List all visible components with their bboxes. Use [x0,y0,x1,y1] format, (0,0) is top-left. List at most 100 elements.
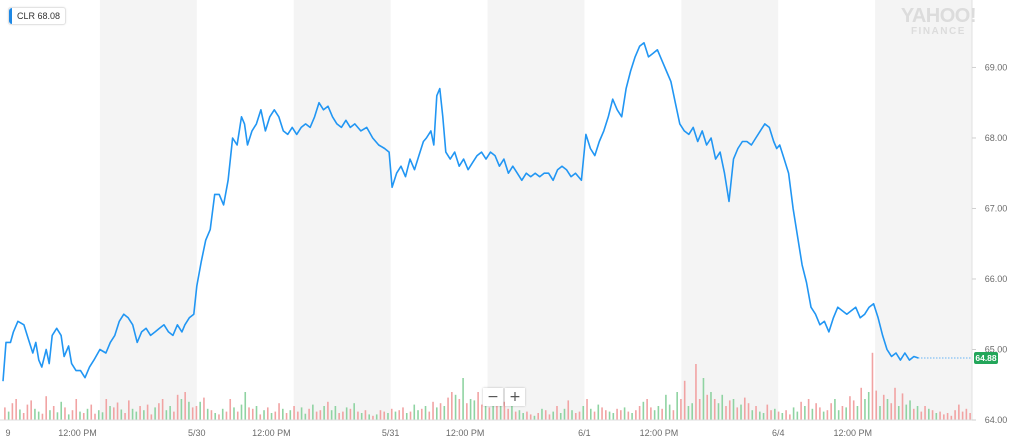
volume-bar [342,411,344,420]
volume-bar [638,406,641,420]
volume-bar [45,396,47,420]
volume-bar [514,411,517,420]
volume-bar [143,410,145,420]
volume-bar [330,410,333,420]
volume-bar [653,410,656,420]
volume-bar [90,404,93,420]
y-gridlines [971,0,976,421]
volume-bar [789,414,791,420]
volume-bar [507,408,509,420]
volume-bar [650,407,652,420]
volume-bar [7,411,10,420]
volume-bar [676,392,678,420]
volume-bar [939,411,941,420]
volume-bar [71,410,74,420]
volume-bar [605,410,607,420]
volume-bar [792,407,795,420]
volume-bar [556,406,558,420]
volume-bar [710,392,712,420]
volume-bar [864,399,866,420]
volume-bar [180,399,183,420]
volume-bar [109,406,111,420]
volume-bar [912,408,915,420]
volume-bar [499,406,502,420]
volume-bar [225,411,228,420]
volume-bar [259,414,262,420]
y-tick-label: 69.00 [985,62,1008,72]
volume-bar [282,408,284,420]
volume-bar [319,410,322,420]
volume-bar [879,406,881,420]
volume-bar [60,401,63,420]
price-line-layer [2,42,919,382]
volume-bar [451,392,453,420]
x-tick-label: 5/30 [188,428,206,438]
volume-bar [800,401,802,420]
volume-bar [822,411,825,420]
volume-bar [860,387,863,420]
volume-bar [845,407,847,420]
volume-bar [454,394,457,420]
volume-bar [830,403,832,420]
volume-bar [954,410,956,420]
zoom-out-button[interactable]: − [483,388,503,406]
volume-bar [105,399,108,420]
volume-bar [533,415,536,420]
logo-line-2: FINANCE [910,26,966,37]
yahoo-finance-logo: YAHOO! FINANCE [901,6,977,37]
volume-bar [492,403,494,420]
volume-bar [882,394,885,420]
volume-bar [601,407,603,420]
volume-bar [161,399,164,420]
volume-bar [582,406,585,420]
volume-bar [890,403,893,420]
session-band [293,0,391,420]
volume-bar [413,404,416,420]
volume-bar [360,413,363,420]
volume-bar [214,413,217,420]
legend-swatch [9,8,12,24]
volume-bar [646,399,648,420]
volume-bar [30,400,32,420]
volume-bar [323,406,325,420]
volume-bar [327,401,329,420]
zoom-in-button[interactable]: + [505,388,525,406]
volume-bar [112,407,115,420]
volume-bar [563,408,566,420]
volume-bar [924,406,926,420]
volume-bar [26,404,29,420]
volume-bar [184,392,186,420]
volume-bar [150,414,153,420]
volume-bar [405,413,408,420]
volume-bar [398,410,401,420]
volume-bar [897,406,900,420]
x-tick-label: 12:00 PM [833,428,872,438]
volume-bar [353,403,355,420]
volume-bar [229,399,232,420]
volume-bar [627,411,630,420]
volume-bar [586,399,588,420]
volume-bar [424,406,427,420]
volume-bar [544,410,547,420]
volume-bar [574,413,577,420]
y-tick-label: 67.00 [985,203,1008,213]
volume-bar [173,411,175,420]
volume-bar [755,406,757,420]
volume-bar [191,407,194,420]
volume-bar [244,392,247,420]
legend-label: CLR 68.08 [17,11,61,21]
volume-bar [439,403,442,420]
volume-bar [304,413,307,420]
volume-bar [274,411,277,420]
volume-bar [950,415,953,420]
y-tick-label: 64.00 [985,415,1008,425]
series-legend[interactable]: CLR 68.08 [8,7,67,25]
volume-bar [736,407,739,420]
volume-bar [477,392,479,420]
volume-bar [375,414,378,420]
volume-bar [473,400,476,420]
volume-bar [826,410,829,420]
volume-bar [206,408,209,420]
volume-bar [597,404,600,420]
volume-bar [435,407,438,420]
